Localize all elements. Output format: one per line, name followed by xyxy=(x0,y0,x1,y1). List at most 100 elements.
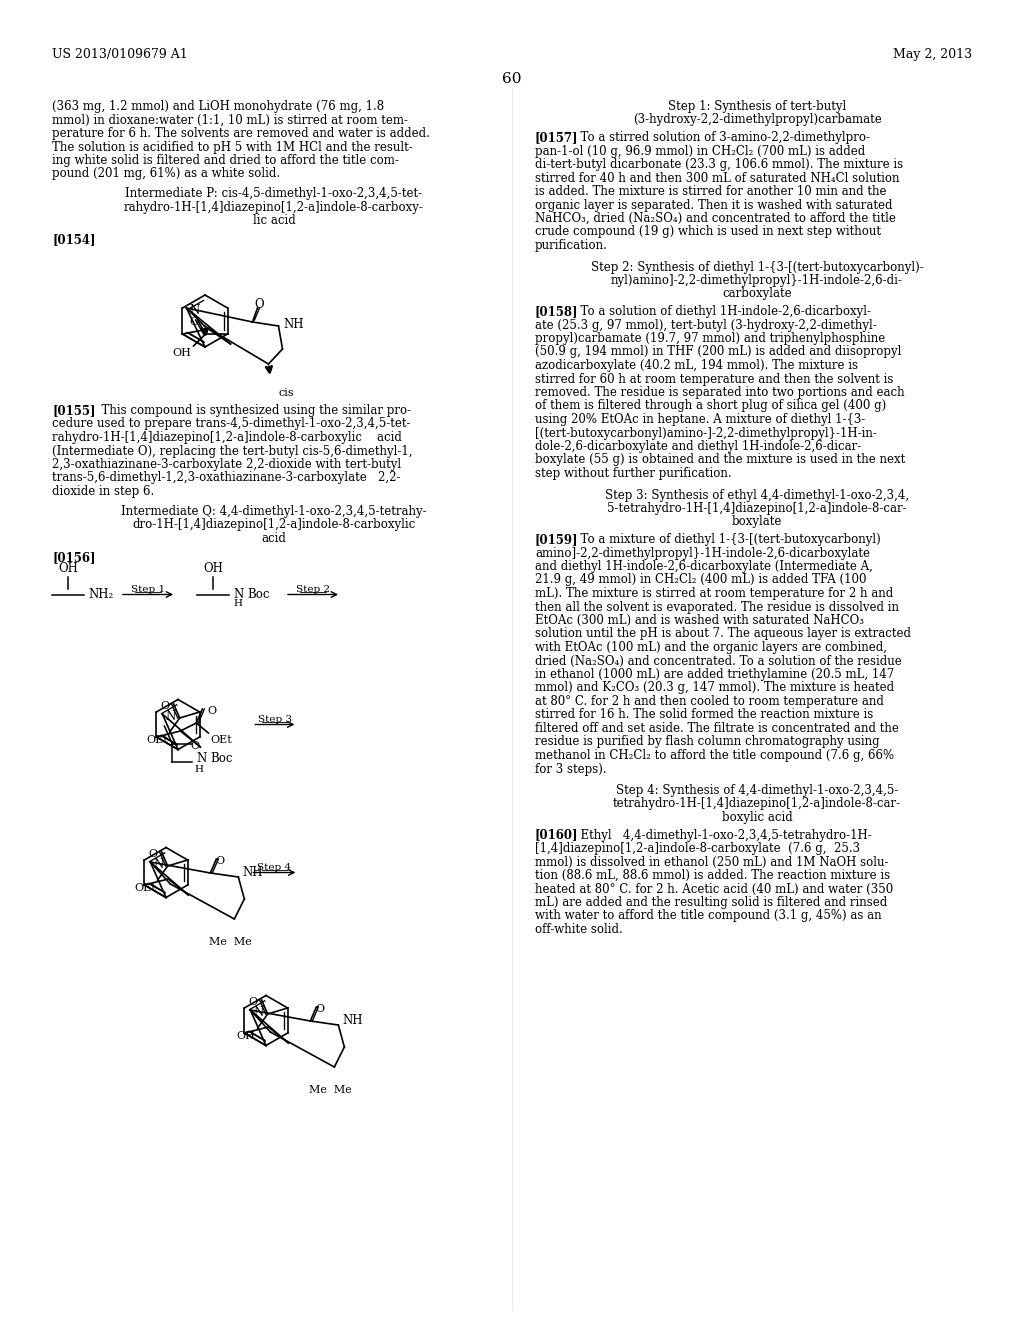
Text: off-white solid.: off-white solid. xyxy=(535,923,623,936)
Text: dro-1H-[1,4]diazepino[1,2-a]indole-8-carboxylic: dro-1H-[1,4]diazepino[1,2-a]indole-8-car… xyxy=(132,517,416,531)
Text: 21.9 g, 49 mmol) in CH₂Cl₂ (400 mL) is added TFA (100: 21.9 g, 49 mmol) in CH₂Cl₂ (400 mL) is a… xyxy=(535,573,866,586)
Text: step without further purification.: step without further purification. xyxy=(535,467,731,480)
Text: nyl)amino]-2,2-dimethylpropyl}-1H-indole-2,6-di-: nyl)amino]-2,2-dimethylpropyl}-1H-indole… xyxy=(611,275,903,286)
Text: This compound is synthesized using the similar pro-: This compound is synthesized using the s… xyxy=(94,404,411,417)
Text: O: O xyxy=(207,706,216,715)
Text: NH: NH xyxy=(342,1015,362,1027)
Text: organic layer is separated. Then it is washed with saturated: organic layer is separated. Then it is w… xyxy=(535,198,893,211)
Text: N: N xyxy=(197,751,207,764)
Text: [0158]: [0158] xyxy=(535,305,579,318)
Text: tetrahydro-1H-[1,4]diazepino[1,2-a]indole-8-car-: tetrahydro-1H-[1,4]diazepino[1,2-a]indol… xyxy=(613,797,901,810)
Text: O: O xyxy=(255,297,264,310)
Text: O: O xyxy=(315,1005,325,1014)
Text: propyl)carbamate (19.7, 97 mmol) and triphenylphosphine: propyl)carbamate (19.7, 97 mmol) and tri… xyxy=(535,333,886,345)
Text: N: N xyxy=(154,858,164,870)
Text: OEt: OEt xyxy=(134,883,156,894)
Text: N: N xyxy=(253,1006,263,1019)
Text: for 3 steps).: for 3 steps). xyxy=(535,763,606,776)
Text: O: O xyxy=(148,849,158,859)
Text: (363 mg, 1.2 mmol) and LiOH monohydrate (76 mg, 1.8: (363 mg, 1.2 mmol) and LiOH monohydrate … xyxy=(52,100,384,114)
Text: boxylic acid: boxylic acid xyxy=(722,810,793,824)
Text: cedure used to prepare trans-4,5-dimethyl-1-oxo-2,3,4,5-tet-: cedure used to prepare trans-4,5-dimethy… xyxy=(52,417,411,430)
Text: with water to afford the title compound (3.1 g, 45%) as an: with water to afford the title compound … xyxy=(535,909,882,923)
Text: filtered off and set aside. The filtrate is concentrated and the: filtered off and set aside. The filtrate… xyxy=(535,722,899,735)
Text: [0155]: [0155] xyxy=(52,404,95,417)
Text: [0160]: [0160] xyxy=(535,829,579,842)
Text: [(tert-butoxycarbonyl)amino-]-2,2-dimethylpropyl}-1H-in-: [(tert-butoxycarbonyl)amino-]-2,2-dimeth… xyxy=(535,426,877,440)
Text: EtOAc (300 mL) and is washed with saturated NaHCO₃: EtOAc (300 mL) and is washed with satura… xyxy=(535,614,864,627)
Text: acid: acid xyxy=(261,532,287,544)
Text: H: H xyxy=(195,766,204,775)
Text: O: O xyxy=(189,317,198,327)
Text: pan-1-ol (10 g, 96.9 mmol) in CH₂Cl₂ (700 mL) is added: pan-1-ol (10 g, 96.9 mmol) in CH₂Cl₂ (70… xyxy=(535,144,865,157)
Text: lic acid: lic acid xyxy=(253,214,295,227)
Text: mL). The mixture is stirred at room temperature for 2 h and: mL). The mixture is stirred at room temp… xyxy=(535,587,893,601)
Text: Me  Me: Me Me xyxy=(309,1085,351,1096)
Text: dioxide in step 6.: dioxide in step 6. xyxy=(52,484,155,498)
Text: The solution is acidified to pH 5 with 1M HCl and the result-: The solution is acidified to pH 5 with 1… xyxy=(52,140,413,153)
Text: Step 3: Step 3 xyxy=(258,715,292,725)
Text: O: O xyxy=(190,741,200,751)
Text: NH: NH xyxy=(243,866,263,879)
Text: of them is filtered through a short plug of silica gel (400 g): of them is filtered through a short plug… xyxy=(535,400,886,412)
Text: ate (25.3 g, 97 mmol), tert-butyl (3-hydroxy-2,2-dimethyl-: ate (25.3 g, 97 mmol), tert-butyl (3-hyd… xyxy=(535,318,877,331)
Text: Intermediate Q: 4,4-dimethyl-1-oxo-2,3,4,5-tetrahy-: Intermediate Q: 4,4-dimethyl-1-oxo-2,3,4… xyxy=(121,504,427,517)
Text: OH: OH xyxy=(237,1031,256,1041)
Text: mmol) and K₂CO₃ (20.3 g, 147 mmol). The mixture is heated: mmol) and K₂CO₃ (20.3 g, 147 mmol). The … xyxy=(535,681,894,694)
Text: [1,4]diazepino[1,2-a]indole-8-carboxylate  (7.6 g,  25.3: [1,4]diazepino[1,2-a]indole-8-carboxylat… xyxy=(535,842,860,855)
Text: O: O xyxy=(161,701,170,711)
Text: rahydro-1H-[1,4]diazepino[1,2-a]indole-8-carboxylic    acid: rahydro-1H-[1,4]diazepino[1,2-a]indole-8… xyxy=(52,432,401,444)
Text: dried (Na₂SO₄) and concentrated. To a solution of the residue: dried (Na₂SO₄) and concentrated. To a so… xyxy=(535,655,902,668)
Text: cis: cis xyxy=(279,388,294,399)
Text: Step 1: Synthesis of tert-butyl: Step 1: Synthesis of tert-butyl xyxy=(668,100,846,114)
Text: removed. The residue is separated into two portions and each: removed. The residue is separated into t… xyxy=(535,385,904,399)
Text: 60: 60 xyxy=(502,73,522,86)
Text: stirred for 60 h at room temperature and then the solvent is: stirred for 60 h at room temperature and… xyxy=(535,372,893,385)
Text: azodicarboxylate (40.2 mL, 194 mmol). The mixture is: azodicarboxylate (40.2 mL, 194 mmol). Th… xyxy=(535,359,858,372)
Text: (3-hydroxy-2,2-dimethylpropyl)carbamate: (3-hydroxy-2,2-dimethylpropyl)carbamate xyxy=(633,114,882,127)
Text: N: N xyxy=(189,304,200,317)
Text: Intermediate P: cis-4,5-dimethyl-1-oxo-2,3,4,5-tet-: Intermediate P: cis-4,5-dimethyl-1-oxo-2… xyxy=(125,187,423,201)
Text: N: N xyxy=(165,710,175,722)
Text: residue is purified by flash column chromatography using: residue is purified by flash column chro… xyxy=(535,735,880,748)
Text: 2,3-oxathiazinane-3-carboxylate 2,2-dioxide with tert-butyl: 2,3-oxathiazinane-3-carboxylate 2,2-diox… xyxy=(52,458,401,471)
Text: Boc: Boc xyxy=(210,751,232,764)
Text: [0157]: [0157] xyxy=(535,131,579,144)
Text: crude compound (19 g) which is used in next step without: crude compound (19 g) which is used in n… xyxy=(535,226,881,239)
Text: Step 2: Synthesis of diethyl 1-{3-[(tert-butoxycarbonyl)-: Step 2: Synthesis of diethyl 1-{3-[(tert… xyxy=(591,260,924,273)
Text: Step 4: Synthesis of 4,4-dimethyl-1-oxo-2,3,4,5-: Step 4: Synthesis of 4,4-dimethyl-1-oxo-… xyxy=(615,784,898,797)
Text: using 20% EtOAc in heptane. A mixture of diethyl 1-{3-: using 20% EtOAc in heptane. A mixture of… xyxy=(535,413,865,426)
Text: dole-2,6-dicarboxylate and diethyl 1H-indole-2,6-dicar-: dole-2,6-dicarboxylate and diethyl 1H-in… xyxy=(535,440,861,453)
Text: To a stirred solution of 3-amino-2,2-dimethylpro-: To a stirred solution of 3-amino-2,2-dim… xyxy=(573,131,870,144)
Text: with EtOAc (100 mL) and the organic layers are combined,: with EtOAc (100 mL) and the organic laye… xyxy=(535,642,887,653)
Text: OEt: OEt xyxy=(145,735,168,744)
Text: trans-5,6-dimethyl-1,2,3-oxathiazinane-3-carboxylate   2,2-: trans-5,6-dimethyl-1,2,3-oxathiazinane-3… xyxy=(52,471,400,484)
Text: perature for 6 h. The solvents are removed and water is added.: perature for 6 h. The solvents are remov… xyxy=(52,127,430,140)
Text: stirred for 16 h. The solid formed the reaction mixture is: stirred for 16 h. The solid formed the r… xyxy=(535,709,873,722)
Text: rahydro-1H-[1,4]diazepino[1,2-a]indole-8-carboxy-: rahydro-1H-[1,4]diazepino[1,2-a]indole-8… xyxy=(124,201,424,214)
Text: OH: OH xyxy=(203,562,223,576)
Text: May 2, 2013: May 2, 2013 xyxy=(893,48,972,61)
Text: NaHCO₃, dried (Na₂SO₄) and concentrated to afford the title: NaHCO₃, dried (Na₂SO₄) and concentrated … xyxy=(535,213,896,224)
Text: OEt: OEt xyxy=(210,735,232,744)
Text: 5-tetrahydro-1H-[1,4]diazepino[1,2-a]indole-8-car-: 5-tetrahydro-1H-[1,4]diazepino[1,2-a]ind… xyxy=(607,502,907,515)
Text: ing white solid is filtered and dried to afford the title com-: ing white solid is filtered and dried to… xyxy=(52,154,399,168)
Text: OH: OH xyxy=(173,348,191,358)
Text: mmol) is dissolved in ethanol (250 mL) and 1M NaOH solu-: mmol) is dissolved in ethanol (250 mL) a… xyxy=(535,855,889,869)
Text: H: H xyxy=(233,599,242,609)
Text: To a solution of diethyl 1H-indole-2,6-dicarboxyl-: To a solution of diethyl 1H-indole-2,6-d… xyxy=(573,305,871,318)
Text: at 80° C. for 2 h and then cooled to room temperature and: at 80° C. for 2 h and then cooled to roo… xyxy=(535,696,884,708)
Text: is added. The mixture is stirred for another 10 min and the: is added. The mixture is stirred for ano… xyxy=(535,185,887,198)
Text: N: N xyxy=(233,587,244,601)
Text: [0156]: [0156] xyxy=(52,550,95,564)
Text: stirred for 40 h and then 300 mL of saturated NH₄Cl solution: stirred for 40 h and then 300 mL of satu… xyxy=(535,172,899,185)
Text: (Intermediate O), replacing the tert-butyl cis-5,6-dimethyl-1,: (Intermediate O), replacing the tert-but… xyxy=(52,445,413,458)
Text: di-tert-butyl dicarbonate (23.3 g, 106.6 mmol). The mixture is: di-tert-butyl dicarbonate (23.3 g, 106.6… xyxy=(535,158,903,172)
Text: Boc: Boc xyxy=(247,587,269,601)
Text: heated at 80° C. for 2 h. Acetic acid (40 mL) and water (350: heated at 80° C. for 2 h. Acetic acid (4… xyxy=(535,883,893,895)
Text: NH: NH xyxy=(284,318,304,330)
Text: [0154]: [0154] xyxy=(52,234,95,247)
Text: Step 1: Step 1 xyxy=(131,586,165,594)
Text: O: O xyxy=(216,855,225,866)
Text: O: O xyxy=(249,997,258,1007)
